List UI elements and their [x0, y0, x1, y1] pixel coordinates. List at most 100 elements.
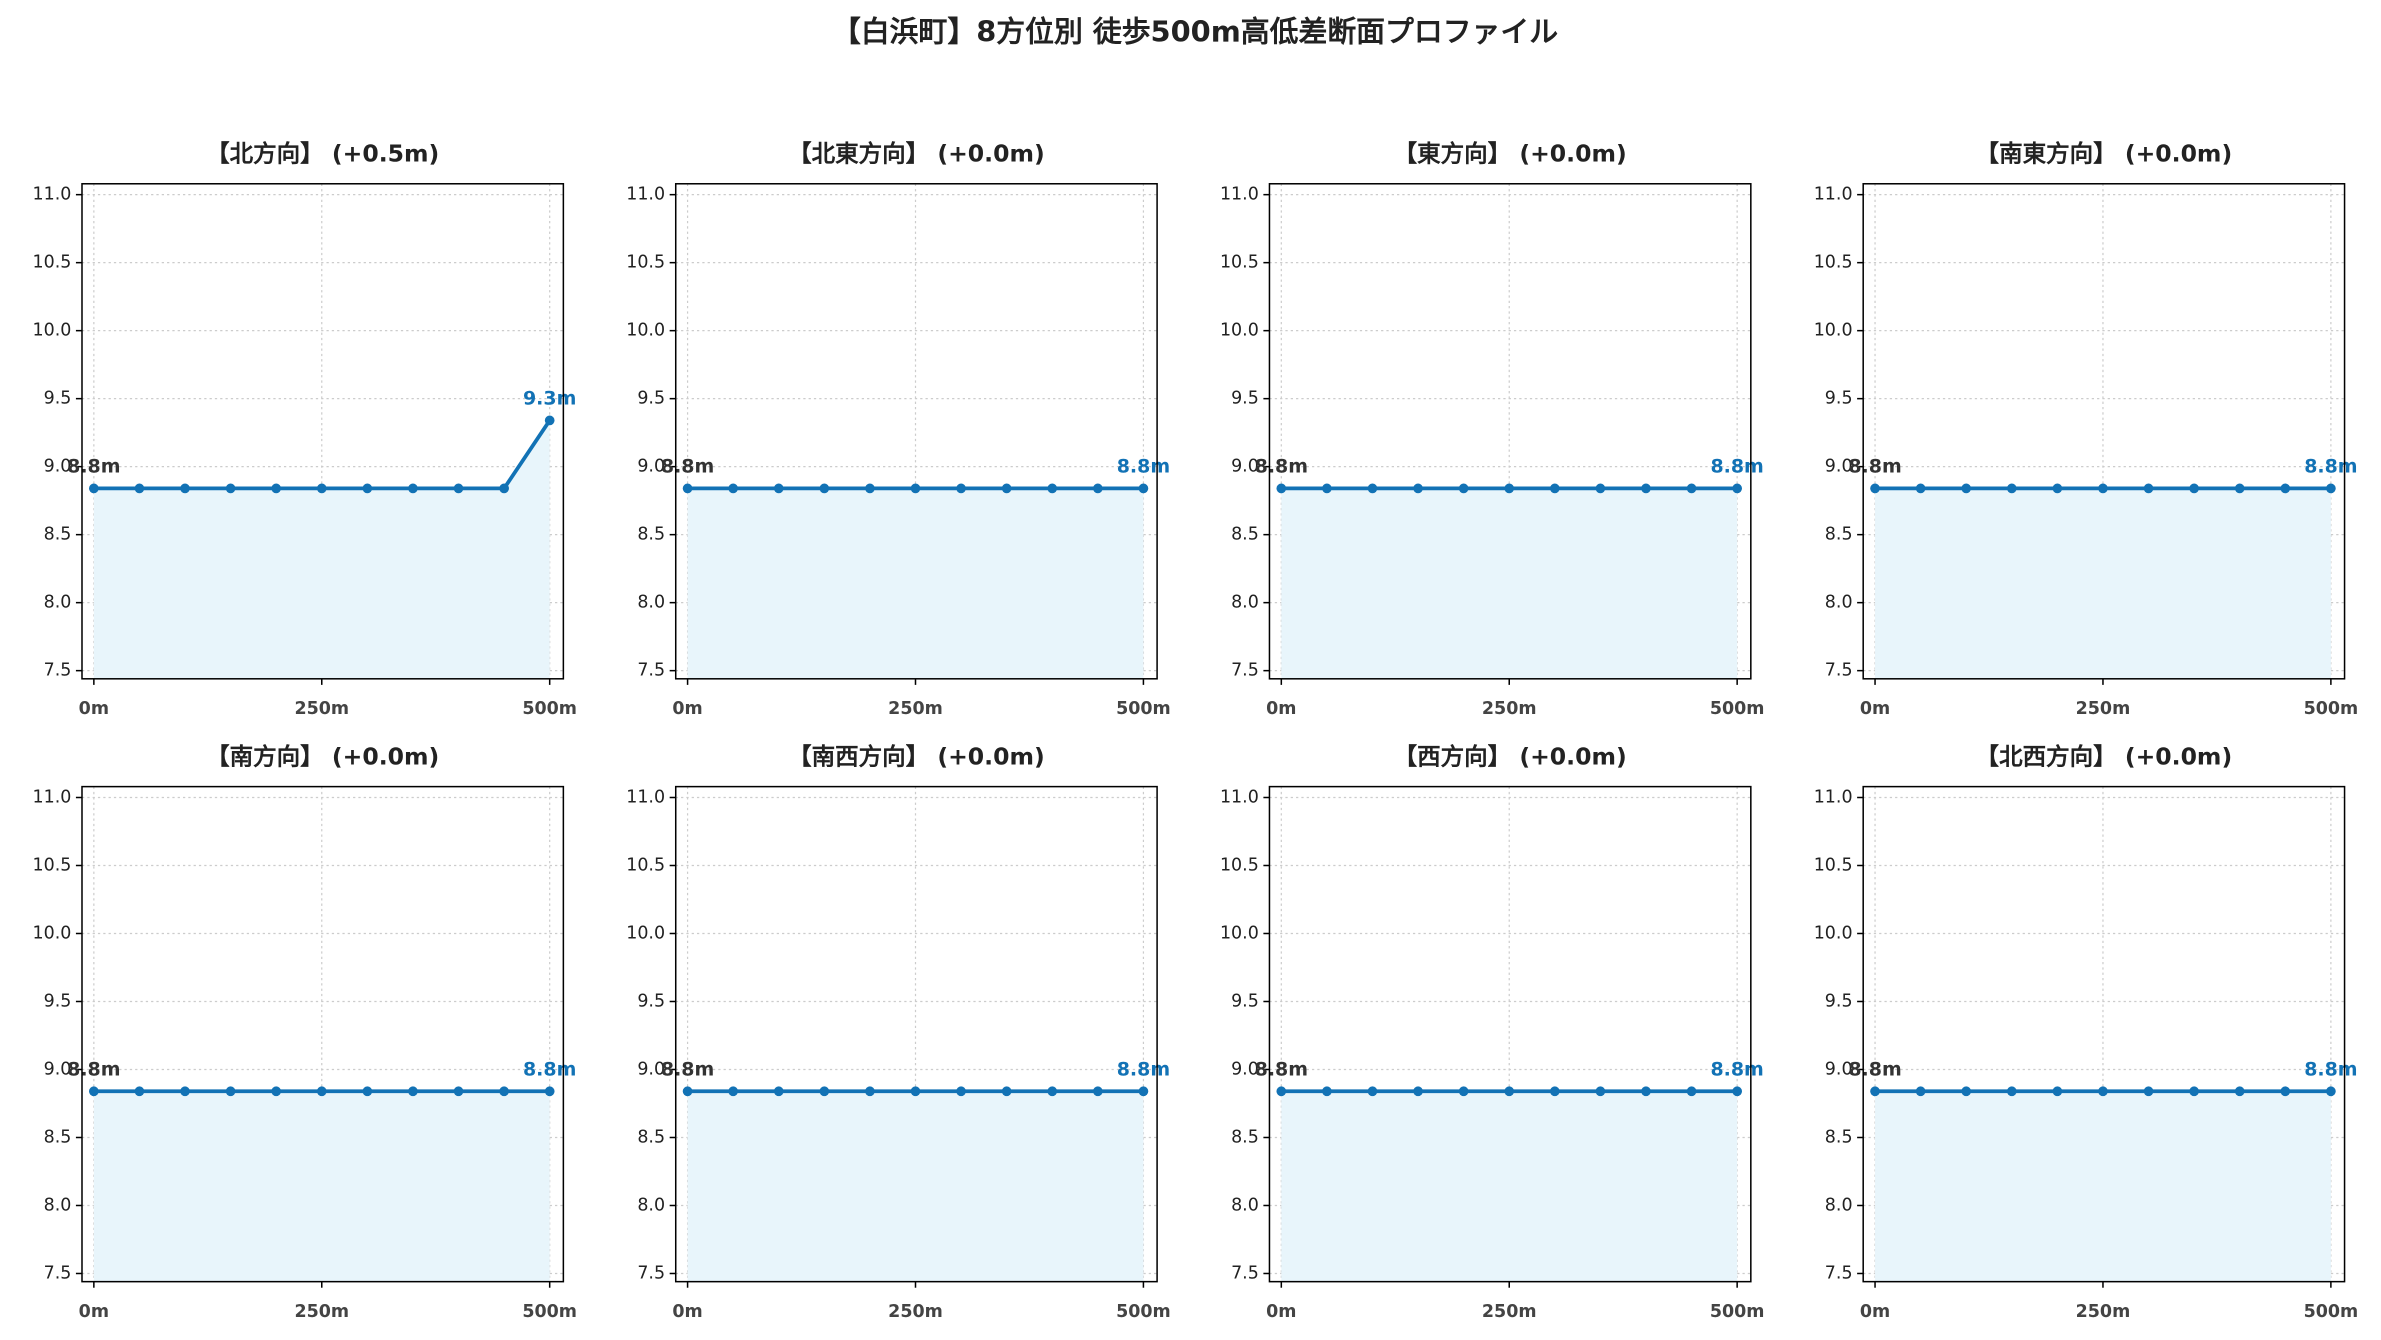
point: [2234, 1086, 2245, 1097]
x-tick-label: 250m: [1482, 699, 1537, 719]
y-tick-label: 8.5: [1231, 525, 1259, 545]
point: [682, 1086, 693, 1097]
point: [1367, 1086, 1378, 1097]
point: [1870, 1086, 1880, 1097]
x-tick-label: 0m: [1860, 699, 1890, 719]
point: [2098, 1086, 2108, 1097]
point: [1047, 483, 1058, 494]
x-tick-label: 500m: [1710, 1302, 1765, 1322]
point: [956, 483, 966, 494]
point: [682, 483, 693, 494]
point: [728, 483, 739, 494]
axes-frame: [1268, 183, 1752, 680]
x-tick-label: 500m: [1116, 1302, 1171, 1322]
point: [1001, 1086, 1012, 1097]
data-label: 8.8m: [661, 456, 714, 478]
point: [865, 483, 875, 494]
point: [1092, 483, 1103, 494]
area: [93, 420, 550, 679]
y-tick-label: 11.0: [32, 185, 71, 205]
point: [2280, 1086, 2291, 1097]
y-tick-label: 7.5: [637, 661, 665, 681]
y-tick-label: 7.5: [1825, 1263, 1853, 1283]
y-tick-label: 9.5: [637, 389, 665, 409]
point: [1458, 483, 1469, 494]
point: [1504, 483, 1515, 494]
data-label: 8.8m: [1117, 1058, 1170, 1080]
point: [453, 1086, 464, 1097]
y-tick-label: 8.0: [1825, 1195, 1853, 1215]
y-tick-label: 9.5: [637, 991, 665, 1011]
point: [1915, 483, 1926, 494]
axes-frame: [1862, 785, 2346, 1283]
y-tick-label: 9.5: [44, 991, 72, 1011]
point: [2189, 1086, 2199, 1097]
area: [687, 1091, 1144, 1282]
point: [180, 1086, 190, 1097]
point: [2052, 1086, 2063, 1097]
y-tick-label: 8.5: [1231, 1127, 1259, 1147]
point: [225, 1086, 236, 1097]
point: [1138, 483, 1149, 494]
y-tick-label: 11.0: [1814, 788, 1853, 808]
y-tick-label: 9.0: [1825, 457, 1853, 477]
point: [134, 483, 145, 494]
y-tick-label: 10.0: [1220, 321, 1259, 341]
subplot-title: 【北方向】 (+0.5m): [206, 139, 439, 167]
point: [728, 1086, 739, 1097]
point: [2143, 1086, 2154, 1097]
point: [1367, 483, 1378, 494]
subplot-title: 【東方向】 (+0.0m): [1394, 139, 1627, 167]
point: [2326, 1086, 2336, 1097]
data-label: 8.8m: [67, 1058, 120, 1080]
point: [1276, 1086, 1287, 1097]
y-tick-label: 9.0: [44, 457, 72, 477]
y-tick-label: 10.5: [626, 855, 665, 875]
x-tick-label: 500m: [1116, 699, 1171, 719]
data-label: 8.8m: [1255, 456, 1308, 478]
x-tick-label: 250m: [294, 1302, 349, 1322]
point: [1413, 483, 1423, 494]
point: [88, 483, 99, 494]
point: [1595, 483, 1606, 494]
y-tick-label: 9.5: [1825, 991, 1853, 1011]
y-tick-label: 10.0: [1814, 923, 1853, 943]
y-tick-label: 8.0: [44, 1195, 72, 1215]
point: [1549, 1086, 1560, 1097]
y-tick-label: 8.5: [1825, 525, 1853, 545]
x-tick-label: 0m: [672, 699, 702, 719]
point: [819, 483, 830, 494]
point: [1047, 1086, 1058, 1097]
y-tick-label: 10.0: [32, 923, 71, 943]
axes-frame: [81, 183, 565, 680]
point: [408, 483, 418, 494]
point: [1686, 483, 1697, 494]
point: [2006, 1086, 2017, 1097]
x-tick-label: 0m: [1860, 1302, 1890, 1322]
point: [1504, 1086, 1515, 1097]
x-tick-label: 500m: [522, 1302, 577, 1322]
y-tick-label: 10.5: [1814, 253, 1853, 273]
point: [865, 1086, 875, 1097]
point: [134, 1086, 145, 1097]
y-tick-label: 11.0: [1220, 185, 1259, 205]
y-tick-label: 9.0: [1825, 1059, 1853, 1079]
point: [1961, 483, 1972, 494]
point: [1092, 1086, 1103, 1097]
y-tick-label: 9.0: [637, 1059, 665, 1079]
point: [2052, 483, 2063, 494]
y-tick-label: 11.0: [1814, 185, 1853, 205]
y-tick-label: 10.5: [32, 855, 71, 875]
x-tick-label: 250m: [888, 1302, 943, 1322]
point: [910, 483, 921, 494]
data-label: 9.3m: [523, 388, 576, 410]
area: [1281, 488, 1738, 679]
point: [2280, 483, 2291, 494]
point: [271, 483, 282, 494]
y-tick-label: 8.0: [637, 593, 665, 613]
y-tick-label: 10.0: [1814, 321, 1853, 341]
axes-frame: [1268, 785, 1752, 1283]
point: [1915, 1086, 1926, 1097]
point: [1961, 1086, 1972, 1097]
